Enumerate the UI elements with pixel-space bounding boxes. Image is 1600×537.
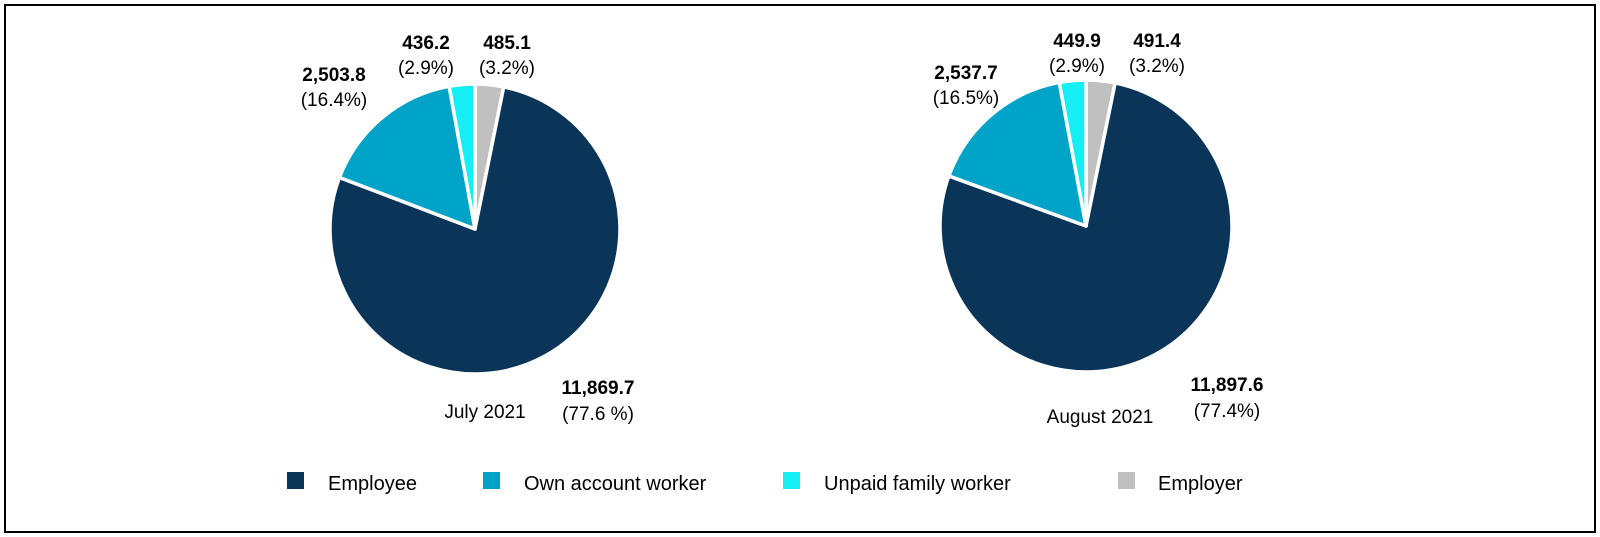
caption-august-2021: August 2021: [1047, 407, 1154, 428]
legend-swatch-employer: [1118, 472, 1135, 489]
label-value-own-account-july: 2,503.8: [302, 65, 365, 86]
label-value-unpaid-family-august: 449.9: [1053, 31, 1101, 52]
label-value-employer-july: 485.1: [483, 33, 531, 54]
legend-swatch-unpaid-family-worker: [783, 472, 800, 489]
label-pct-own-account-august: (16.5%): [933, 88, 1000, 109]
pie-august-2021: [938, 78, 1234, 374]
label-pct-employer-august: (3.2%): [1129, 56, 1185, 77]
label-value-employee-july: 11,869.7: [562, 378, 635, 399]
pie-slice-own-account-worker: [337, 84, 477, 231]
label-value-unpaid-family-july: 436.2: [402, 33, 450, 54]
pie-slice-own-account-worker: [947, 80, 1088, 228]
label-value-employer-august: 491.4: [1133, 31, 1181, 52]
legend-label-unpaid-family-worker: Unpaid family worker: [824, 473, 1011, 495]
legend: Employee Own account worker Unpaid famil…: [287, 472, 1243, 495]
label-value-employee-august: 11,897.6: [1191, 375, 1264, 396]
label-pct-employee-july: (77.6 %): [562, 404, 634, 425]
label-pct-employer-july: (3.2%): [479, 58, 535, 79]
legend-label-employee: Employee: [328, 473, 417, 495]
label-pct-unpaid-family-august: (2.9%): [1049, 56, 1105, 77]
label-value-own-account-august: 2,537.7: [934, 63, 997, 84]
pie-july-2021: [328, 82, 622, 376]
label-pct-employee-august: (77.4%): [1194, 401, 1261, 422]
pie-slice-unpaid-family-worker: [1057, 78, 1088, 228]
legend-swatch-employee: [287, 472, 304, 489]
label-pct-unpaid-family-july: (2.9%): [398, 58, 454, 79]
caption-july-2021: July 2021: [444, 402, 525, 423]
pie-slice-unpaid-family-worker: [447, 82, 477, 231]
legend-swatch-own-account-worker: [483, 472, 500, 489]
legend-label-own-account-worker: Own account worker: [524, 473, 707, 495]
legend-label-employer: Employer: [1158, 473, 1243, 495]
chart-frame: [4, 4, 1596, 533]
label-pct-own-account-july: (16.4%): [301, 90, 368, 111]
